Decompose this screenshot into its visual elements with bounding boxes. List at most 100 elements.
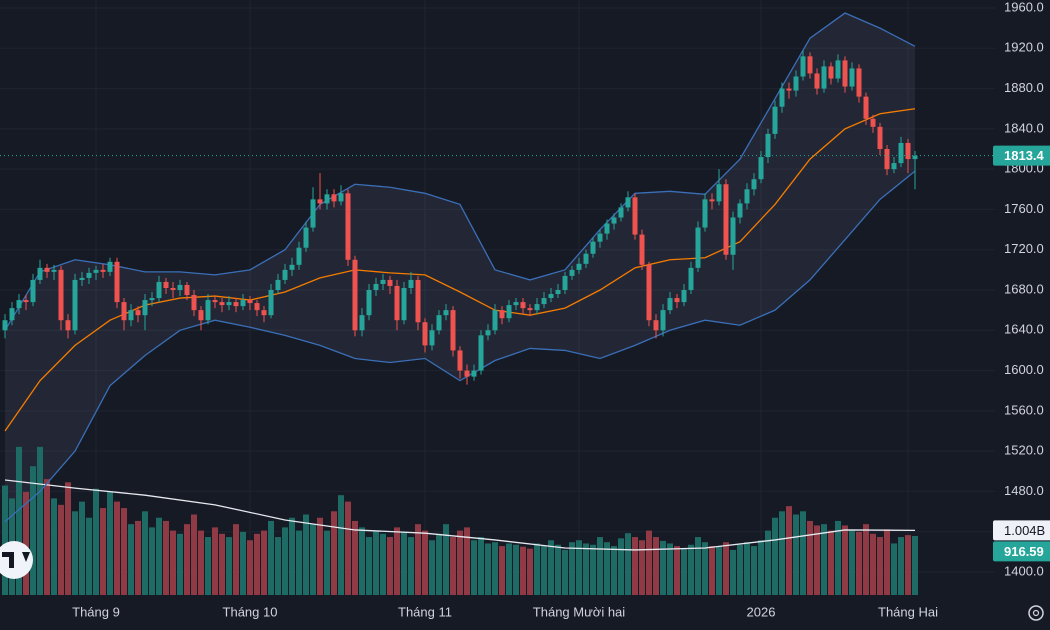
y-tick-label: 1680.0	[1004, 281, 1044, 296]
candle-body	[2, 320, 8, 331]
volume-bar	[716, 546, 722, 595]
candle-body	[863, 96, 869, 119]
last-price-label: 1813.4	[1004, 148, 1045, 163]
volume-bar	[401, 531, 407, 595]
candle-body	[100, 269, 106, 272]
volume-bar	[198, 530, 204, 595]
volume-bar	[79, 501, 85, 595]
candle-body	[590, 241, 596, 254]
candle-body	[821, 66, 827, 89]
last-price-box	[993, 145, 1050, 166]
candle-body	[541, 298, 547, 305]
candle-body	[128, 310, 134, 321]
candle-body	[205, 300, 211, 321]
volume-bar	[163, 520, 169, 595]
candle-body	[646, 264, 652, 321]
y-tick-label: 1760.0	[1004, 201, 1044, 216]
candle-body	[492, 310, 498, 331]
candle-body	[597, 233, 603, 242]
volume-bar	[744, 542, 750, 595]
volume-bar	[247, 540, 253, 595]
candle-body	[548, 294, 554, 299]
candle-body	[786, 88, 792, 91]
x-tick-label: 2026	[747, 604, 776, 619]
candle-body	[373, 283, 379, 290]
candle-body	[814, 73, 820, 89]
volume-bar	[583, 543, 589, 595]
volume-bar	[23, 491, 29, 595]
volume-bar	[485, 543, 491, 595]
candle-body	[394, 285, 400, 321]
candle-body	[303, 227, 309, 248]
candle-body	[737, 203, 743, 218]
y-tick-label: 1880.0	[1004, 80, 1044, 95]
band-upper	[4, 12, 916, 331]
candle-body	[506, 305, 512, 319]
candle-body	[170, 287, 176, 290]
volume-bar	[324, 530, 330, 595]
candle-body	[828, 66, 834, 79]
candle-body	[667, 298, 673, 311]
volume-bar	[618, 538, 624, 595]
candle-body	[562, 275, 568, 290]
candle-body	[513, 302, 519, 306]
candle-body	[254, 303, 260, 311]
candle-body	[93, 269, 99, 273]
candle-body	[114, 261, 120, 303]
y-tick-label: 1400.0	[1004, 563, 1044, 578]
candle-body	[107, 261, 113, 272]
candle-body	[415, 279, 421, 323]
candle-body	[730, 217, 736, 255]
volume-bar	[835, 520, 841, 595]
settings-icon	[1028, 605, 1044, 621]
y-tick-label: 1920.0	[1004, 40, 1044, 55]
volume-bar	[723, 542, 729, 595]
volume-bar	[443, 524, 449, 595]
volume-bar	[282, 527, 288, 595]
candle-body	[898, 142, 904, 164]
volume-bar	[527, 548, 533, 595]
volume-bar	[856, 531, 862, 595]
candle-body	[366, 290, 372, 316]
volume-bar	[16, 446, 22, 595]
candle-body	[177, 284, 183, 290]
candle-body	[51, 269, 57, 272]
volume-bar	[709, 546, 715, 595]
volume-bar	[373, 530, 379, 595]
candle-body	[30, 279, 36, 303]
candle-body	[408, 279, 414, 288]
candle-body	[793, 76, 799, 91]
candle-body	[884, 149, 890, 170]
volume-bar	[884, 529, 890, 595]
volume-bar	[156, 517, 162, 595]
volume-bar	[870, 533, 876, 595]
volume-ma-label: 1.004B	[1004, 523, 1045, 538]
candle-body	[338, 193, 344, 202]
volume-bar	[842, 525, 848, 595]
candle-body	[835, 60, 841, 79]
volume-bar	[149, 527, 155, 595]
candle-body	[877, 126, 883, 149]
candle-body	[149, 298, 155, 301]
candle-body	[247, 300, 253, 304]
candle-body	[464, 370, 470, 377]
candle-body	[289, 264, 295, 270]
band-lower	[4, 170, 916, 523]
volume-bar	[702, 542, 708, 595]
candle-body	[905, 142, 911, 160]
candle-body	[912, 155, 918, 160]
volume-bar	[681, 548, 687, 595]
volume-bar	[779, 511, 785, 595]
logo-circle	[0, 541, 33, 579]
last-volume-label: 916.59	[1004, 544, 1044, 559]
candle-body	[191, 295, 197, 311]
x-tick-label: Tháng 11	[398, 604, 452, 619]
y-tick-label: 1720.0	[1004, 241, 1044, 256]
volume-ma-line	[4, 479, 916, 551]
candle-body	[135, 310, 141, 316]
candle-body	[282, 269, 288, 280]
candle-body	[275, 279, 281, 290]
volume-bar	[688, 544, 694, 595]
candle-body	[849, 68, 855, 87]
volume-bar	[576, 540, 582, 595]
